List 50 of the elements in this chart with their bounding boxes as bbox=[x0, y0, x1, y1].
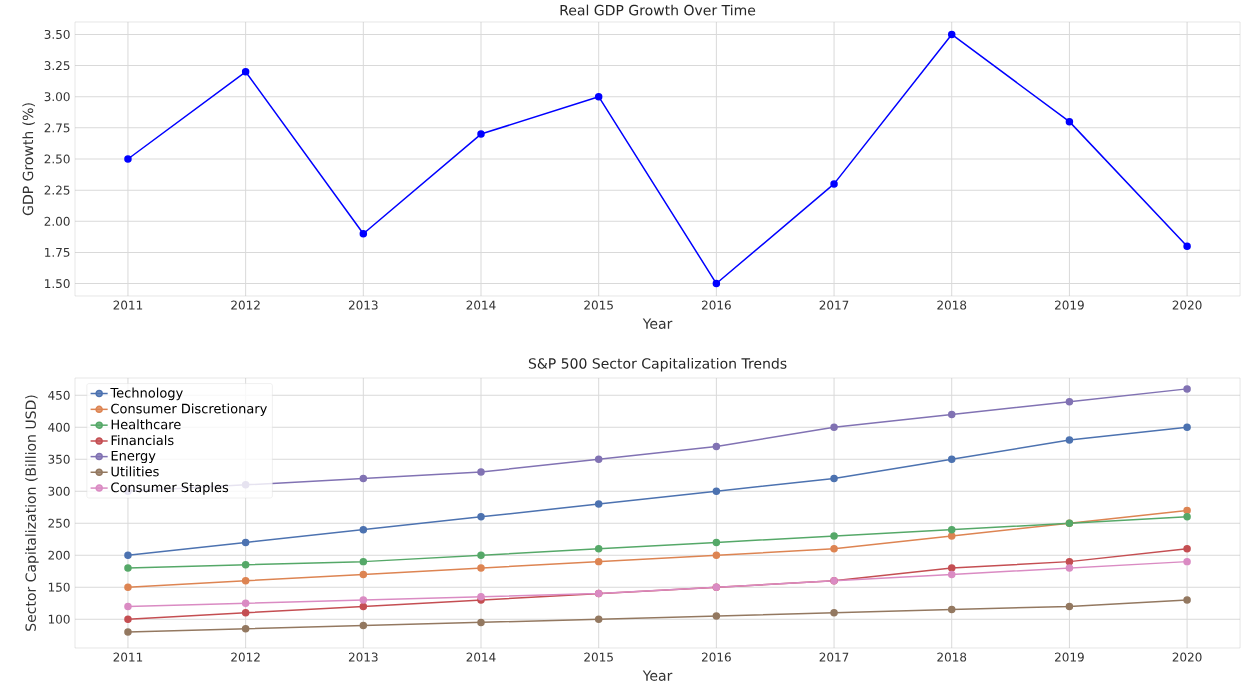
y-axis-title: Sector Capitalization (Billion USD) bbox=[25, 395, 39, 631]
x-axis-title: Year bbox=[642, 670, 673, 681]
y-tick-label: 150 bbox=[48, 582, 70, 592]
y-tick-label: 400 bbox=[48, 422, 70, 432]
x-tick-label: 2013 bbox=[348, 300, 378, 310]
x-tick-label: 2017 bbox=[819, 300, 849, 310]
x-tick-label: 2014 bbox=[466, 652, 496, 662]
y-axis-title: GDP Growth (%) bbox=[22, 103, 35, 216]
y-tick-label: 2.50 bbox=[44, 154, 70, 164]
x-tick-label: 2012 bbox=[231, 652, 260, 662]
x-tick-label: 2011 bbox=[113, 300, 143, 310]
x-tick-label: 2019 bbox=[1055, 652, 1084, 662]
x-tick-label: 2016 bbox=[701, 300, 731, 310]
y-tick-label: 2.25 bbox=[44, 185, 70, 195]
legend-label: Healthcare bbox=[111, 419, 181, 430]
y-tick-label: 300 bbox=[48, 486, 70, 496]
legend-label: Consumer Discretionary bbox=[111, 403, 267, 416]
y-tick-label: 2.75 bbox=[44, 123, 70, 133]
legend-label: Technology bbox=[110, 387, 183, 401]
y-tick-label: 3.25 bbox=[44, 61, 70, 71]
x-tick-label: 2015 bbox=[584, 652, 613, 662]
y-tick-label: 450 bbox=[48, 390, 70, 400]
y-tick-label: 2.00 bbox=[44, 216, 70, 226]
y-tick-label: 200 bbox=[48, 550, 70, 560]
legend-label: Financials bbox=[111, 435, 174, 446]
y-tick-label: 1.50 bbox=[45, 279, 70, 289]
x-tick-label: 2017 bbox=[819, 652, 849, 662]
x-tick-label: 2020 bbox=[1172, 652, 1202, 662]
y-tick-label: 3.50 bbox=[44, 29, 70, 39]
y-tick-label: 1.75 bbox=[45, 247, 70, 257]
x-tick-label: 2014 bbox=[466, 300, 496, 310]
x-tick-label: 2018 bbox=[937, 652, 967, 662]
legend-label: Utilities bbox=[111, 466, 159, 477]
y-tick-label: 250 bbox=[48, 518, 70, 528]
y-tick-label: 350 bbox=[48, 454, 70, 464]
y-tick-label: 100 bbox=[48, 614, 70, 624]
x-axis-title: Year bbox=[642, 318, 673, 329]
x-tick-label: 2011 bbox=[113, 652, 143, 662]
x-tick-label: 2012 bbox=[231, 300, 260, 310]
x-tick-label: 2020 bbox=[1172, 300, 1202, 310]
legend-label: Consumer Staples bbox=[111, 482, 229, 495]
x-tick-label: 2016 bbox=[701, 652, 731, 662]
chart-title: Real GDP Growth Over Time bbox=[560, 4, 756, 16]
x-tick-label: 2019 bbox=[1055, 300, 1084, 310]
y-tick-label: 3.00 bbox=[44, 92, 70, 102]
x-tick-label: 2013 bbox=[348, 652, 378, 662]
chart-title: S&P 500 Sector Capitalization Trends bbox=[528, 357, 787, 372]
legend-label: Energy bbox=[111, 450, 156, 464]
x-tick-label: 2015 bbox=[584, 300, 613, 310]
x-tick-label: 2018 bbox=[937, 300, 967, 310]
